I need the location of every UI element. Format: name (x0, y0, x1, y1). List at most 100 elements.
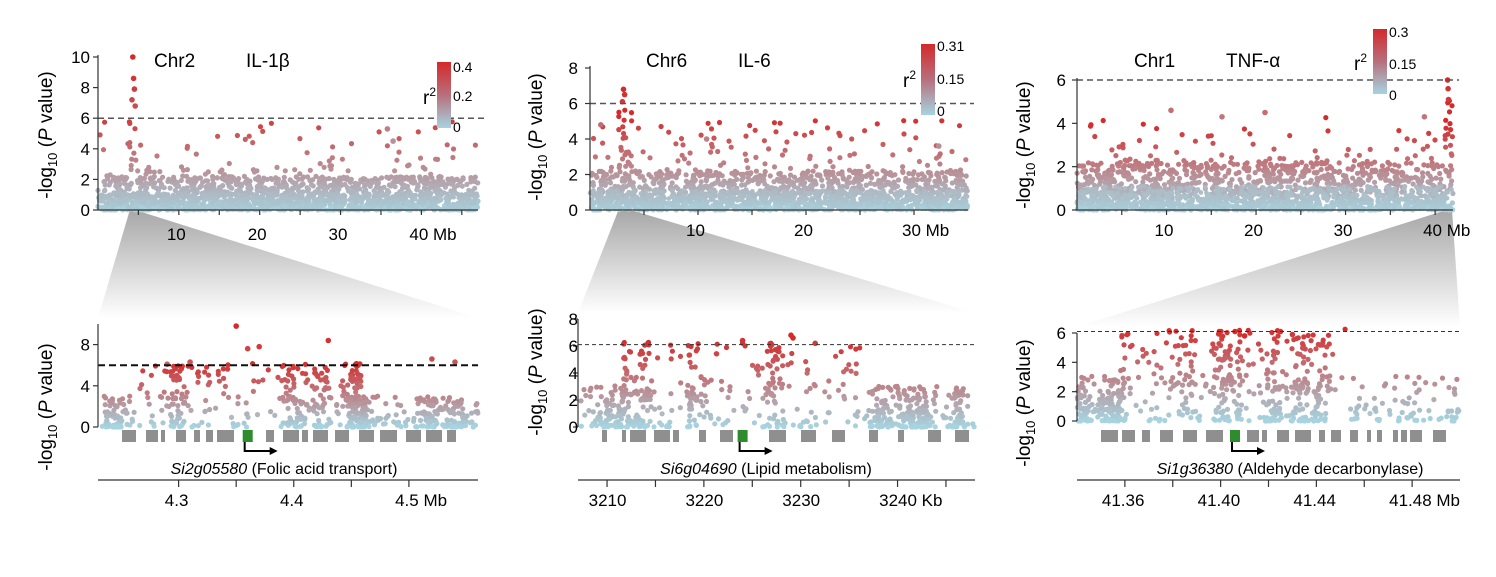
snp-point (348, 141, 355, 147)
snp-point (444, 199, 449, 205)
gene-box (266, 430, 274, 442)
snp-point (638, 196, 644, 202)
snp-point (660, 202, 665, 208)
snp-point (592, 154, 599, 160)
snp-point (738, 193, 743, 199)
snp-point (102, 119, 108, 125)
regional-snp-point (202, 369, 208, 375)
snp-point (450, 154, 456, 161)
snp-point (429, 182, 435, 189)
regional-snp-point (965, 403, 971, 409)
snp-point (347, 178, 353, 184)
regional-snp-point (786, 383, 792, 389)
regional-snp-point (731, 407, 737, 413)
snp-point (202, 196, 208, 202)
snp-point (250, 140, 256, 146)
snp-point (763, 199, 769, 205)
snp-point (323, 192, 329, 198)
snp-point (254, 191, 260, 197)
regional-snp-point (235, 394, 241, 400)
snp-point (895, 177, 902, 183)
snp-point (258, 184, 264, 190)
snp-point (787, 181, 793, 187)
snp-point (637, 174, 643, 180)
snp-point (206, 193, 211, 199)
regional-snp-point (316, 417, 322, 424)
regional-snp-point (383, 401, 389, 407)
regional-snp-point (469, 410, 475, 416)
snp-point (684, 179, 691, 185)
snp-point (235, 195, 241, 201)
snp-point (876, 177, 882, 184)
snp-point (925, 180, 931, 186)
snp-point (675, 170, 682, 176)
snp-point (897, 191, 903, 197)
regional-snp-point (418, 417, 424, 423)
regional-snp-point (451, 419, 458, 425)
snp-point (590, 180, 596, 186)
snp-point (215, 133, 221, 139)
regional-snp-point (352, 385, 358, 391)
snp-point (911, 169, 917, 175)
regional-snp-point (464, 413, 470, 419)
regional-snp-point (160, 420, 166, 426)
snp-point (858, 190, 864, 196)
snp-point (304, 197, 310, 203)
snp-point (251, 169, 257, 175)
snp-point (916, 158, 923, 165)
y-axis-label: -log10 (P value) (36, 71, 60, 198)
snp-point (963, 192, 969, 198)
regional-snp-point (402, 419, 409, 425)
snp-point (880, 182, 887, 188)
snp-point (619, 156, 626, 162)
snp-point (594, 174, 600, 180)
regional-snp-point (324, 422, 330, 428)
snp-point (399, 181, 405, 187)
snp-point (129, 156, 135, 162)
snp-point (708, 126, 715, 132)
x-tick-label: 30 (329, 225, 348, 244)
snp-point (900, 164, 906, 170)
snp-point (440, 181, 447, 187)
gene-box (283, 430, 299, 442)
snp-point (598, 168, 604, 174)
regional-snp-point (213, 405, 219, 411)
regional-snp-point (454, 399, 461, 405)
snp-point (686, 160, 692, 166)
regional-snp-point (169, 401, 175, 407)
snp-point (692, 195, 697, 201)
regional-snp-point (292, 423, 298, 429)
snp-point (787, 165, 794, 171)
snp-point (374, 198, 380, 204)
snp-point (822, 194, 828, 200)
snp-point (652, 198, 657, 204)
regional-snp-point (225, 394, 232, 400)
snp-point (186, 188, 192, 194)
regional-snp-point (124, 421, 130, 427)
x-tick-label: 30 Mb (902, 221, 949, 240)
snp-point (281, 179, 287, 185)
snp-point (310, 183, 316, 189)
snp-point (156, 178, 162, 184)
snp-point (787, 172, 794, 178)
genomic-tick-label: 4.3 (165, 491, 189, 510)
regional-snp-point (391, 419, 397, 425)
snp-point (243, 197, 248, 202)
snp-point (376, 129, 382, 135)
snp-point (901, 199, 906, 205)
regional-snp-point (582, 412, 588, 418)
regional-snp-point (233, 422, 239, 429)
regional-snp-point (803, 389, 810, 395)
snp-point (468, 179, 474, 185)
snp-point (698, 170, 704, 176)
snp-point (826, 169, 832, 175)
snp-point (814, 172, 821, 178)
regional-snp-point (418, 423, 424, 429)
snp-point (837, 155, 843, 161)
snp-point (894, 204, 900, 210)
snp-point (926, 203, 932, 209)
regional-snp-point (366, 399, 372, 405)
peak-snp-point (598, 122, 604, 128)
snp-point (733, 188, 739, 194)
snp-point (867, 180, 874, 186)
